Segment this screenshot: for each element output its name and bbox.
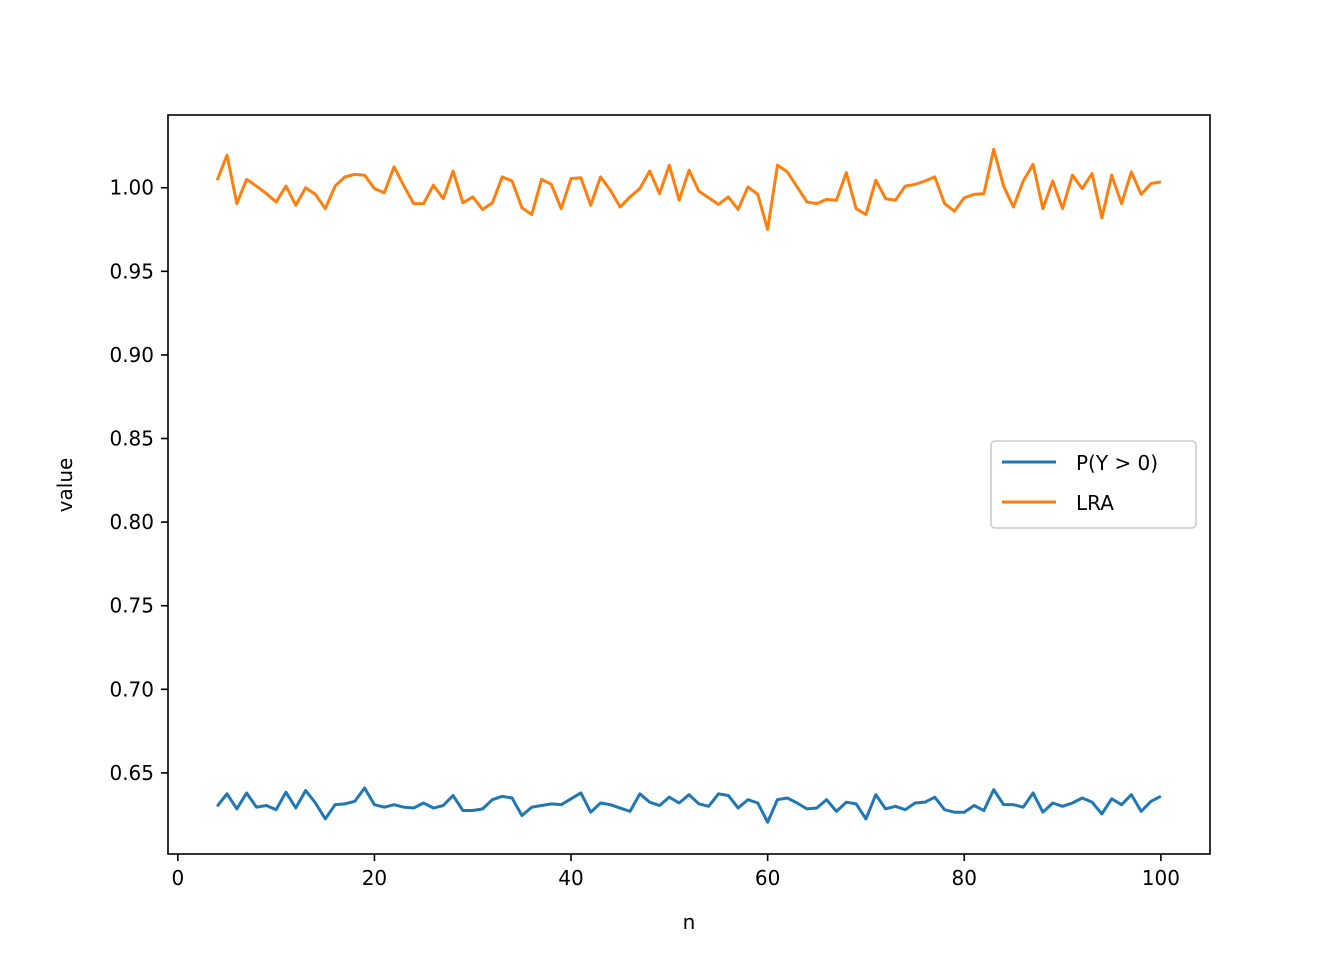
y-tick-label: 1.00 xyxy=(109,176,154,200)
series-line-lra xyxy=(215,147,1162,232)
y-axis: 0.65 0.70 0.75 0.80 0.85 0.90 0.95 1.00 xyxy=(109,176,168,785)
x-tick-label: 0 xyxy=(171,866,184,890)
y-axis-label: value xyxy=(53,458,77,513)
x-tick-label: 20 xyxy=(362,866,387,890)
plot-frame xyxy=(167,114,1211,855)
x-tick-label: 100 xyxy=(1142,866,1180,890)
x-tick-label: 80 xyxy=(952,866,977,890)
x-tick-label: 60 xyxy=(755,866,780,890)
series-line-p-y-gt-0 xyxy=(215,786,1162,824)
plot-lines xyxy=(215,147,1162,824)
y-tick-label: 0.90 xyxy=(109,343,154,367)
y-tick-label: 0.95 xyxy=(109,259,154,283)
x-tick-label: 40 xyxy=(558,866,583,890)
legend-label-lra: LRA xyxy=(1076,491,1114,515)
y-tick-label: 0.70 xyxy=(109,677,154,701)
y-tick-label: 0.75 xyxy=(109,594,154,618)
legend-label-p-y-gt-0: P(Y > 0) xyxy=(1076,451,1158,475)
y-tick-label: 0.85 xyxy=(109,427,154,451)
x-axis-label: n xyxy=(683,910,696,934)
legend: P(Y > 0) LRA xyxy=(990,440,1197,529)
x-axis: 0 20 40 60 80 100 xyxy=(171,854,1180,890)
y-tick-label: 0.80 xyxy=(109,510,154,534)
y-tick-label: 0.65 xyxy=(109,761,154,785)
